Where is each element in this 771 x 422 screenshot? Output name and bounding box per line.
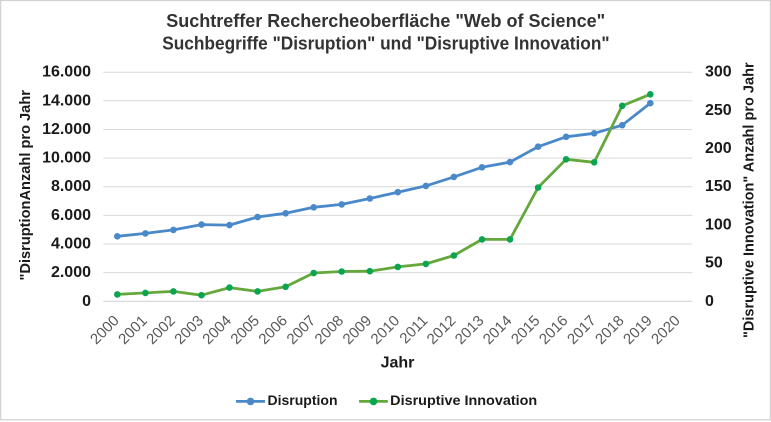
svg-text:200: 200 [705, 140, 732, 157]
svg-text:2.000: 2.000 [51, 264, 91, 281]
svg-text:Disruption: Disruption [268, 392, 338, 408]
svg-text:Suchtreffer Rechercheoberfläch: Suchtreffer Rechercheoberfläche "Web of … [166, 11, 605, 31]
svg-text:150: 150 [705, 178, 732, 195]
svg-text:Jahr: Jahr [381, 354, 415, 371]
svg-text:16.000: 16.000 [42, 64, 91, 81]
svg-text:50: 50 [705, 255, 723, 272]
svg-text:6.000: 6.000 [51, 207, 91, 224]
svg-text:Suchbegriffe "Disruption" und: Suchbegriffe "Disruption" und "Disruptiv… [162, 34, 609, 54]
svg-text:4.000: 4.000 [51, 236, 91, 253]
svg-text:100: 100 [705, 216, 732, 233]
svg-text:"DisruptionAnzahl pro Jahr: "DisruptionAnzahl pro Jahr [18, 90, 34, 281]
svg-text:12.000: 12.000 [42, 121, 91, 138]
svg-text:300: 300 [705, 64, 732, 81]
svg-text:Disruptive Innovation: Disruptive Innovation [390, 392, 537, 408]
svg-text:14.000: 14.000 [42, 92, 91, 109]
svg-text:0: 0 [705, 293, 714, 310]
svg-text:"Disruptive Innovation" Anzahl: "Disruptive Innovation" Anzahl pro Jahr [741, 62, 757, 338]
svg-text:8.000: 8.000 [51, 178, 91, 195]
svg-text:10.000: 10.000 [42, 150, 91, 167]
svg-text:0: 0 [82, 293, 91, 310]
svg-text:250: 250 [705, 102, 732, 119]
